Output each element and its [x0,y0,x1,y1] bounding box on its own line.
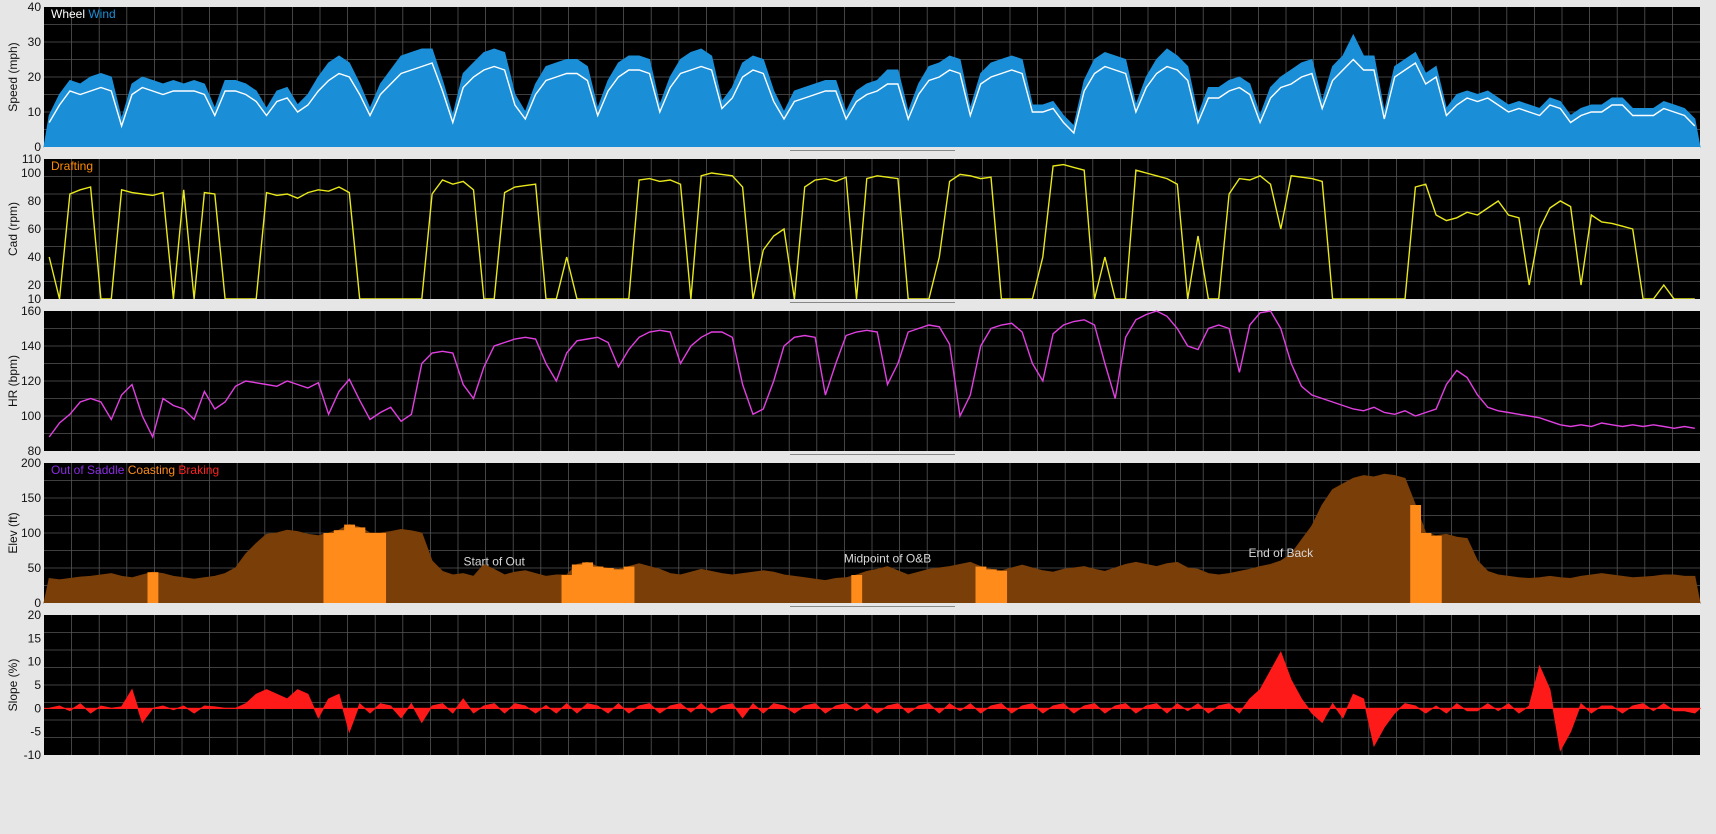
heart-rate-ytick-label: 80 [28,444,42,456]
heart-rate-chart[interactable]: 80 100 120 140 160 HR (bpm) [0,304,1716,458]
speed-ytick-label: 0 [34,140,41,152]
speed-ytick-label: 10 [28,105,42,119]
slope-ytick-label: -10 [24,748,42,760]
elevation-ylabel: Elev (ft) [6,512,20,553]
elevation-ytick-label: 50 [28,561,42,575]
elevation-series-coasting-bar [582,562,594,603]
elevation-annotation: Start of Out [464,554,526,568]
elevation-ytick-label: 150 [21,491,41,505]
speed-legend-item[interactable]: Wheel [51,7,85,21]
cadence-ytick-label: 40 [28,250,42,264]
speed-ytick-label: 30 [28,35,42,49]
elevation-ytick-label: 0 [34,596,41,608]
elevation-ytick-label: 200 [21,456,41,470]
speed-ytick-label: 20 [28,70,42,84]
heart-rate-ytick-label: 120 [21,374,41,388]
elevation-series-coasting-bar [375,533,387,603]
cadence-ytick-label: 110 [22,152,41,166]
elevation-series-coasting-bar [364,533,376,603]
elevation-annotation: End of Back [1248,546,1314,560]
speed-ylabel: Speed (mph) [6,42,20,111]
elevation-series-coasting [147,505,1442,603]
slope-ytick-label: 5 [34,678,41,692]
elevation-series-coasting-bar [996,570,1008,603]
elevation-series-coasting-bar [354,527,366,603]
elevation-series-coasting-bar [1410,505,1422,603]
cadence-ytick-label: 20 [28,278,42,292]
slope-ytick-label: -5 [30,725,41,739]
speed-series-wind [43,33,1701,148]
slope-hgrid [44,632,1700,738]
elevation-series-coasting-bar [561,575,573,603]
heart-rate-hgrid [44,328,1700,434]
elevation-legend-item[interactable]: Braking [175,463,219,477]
speed-series-wheel [48,58,1696,135]
elevation-ytick-label: 100 [21,526,41,540]
cadence-ytick-label: 80 [28,194,42,208]
cadence-legend: Drafting [51,159,93,173]
elevation-series-coasting-bar [1430,535,1442,603]
heart-rate-series-hr [48,310,1695,439]
elevation-series-coasting-bar [571,564,583,603]
slope-panel[interactable]: -10 -5 0 5 10 15 20 Slope (%) [0,608,1716,762]
elevation-series-elev [43,473,1701,604]
elevation-series-coasting-bar [602,568,614,603]
elevation-panel[interactable]: Start of Out Midpoint of O&B End of Back 0 5… [0,456,1716,610]
elevation-series-coasting-bar [1420,533,1432,603]
elevation-chart[interactable]: Start of Out Midpoint of O&B End of Back 0 5… [0,456,1716,610]
cadence-series-cad [48,163,1695,300]
slope-ytick-label: 15 [28,631,42,645]
speed-legend-item[interactable]: Wind [85,7,116,21]
cadence-ytick-label: 10 [28,292,42,304]
slope-chart[interactable]: -10 -5 0 5 10 15 20 Slope (%) [0,608,1716,762]
elevation-series-coasting-bar [147,572,159,603]
cadence-legend-item[interactable]: Drafting [51,159,93,173]
elevation-series-coasting-bar [851,575,863,603]
cadence-hgrid [44,176,1700,282]
speed-chart[interactable]: 0 10 20 30 40 Speed (mph) Wheel Wind [0,0,1716,154]
elevation-annotation: Midpoint of O&B [844,552,931,566]
heart-rate-ylabel: HR (bpm) [6,355,20,407]
slope-ylabel: Slope (%) [6,659,20,712]
elevation-legend: Out of Saddle Coasting Braking [51,463,219,477]
heart-rate-ytick-label: 140 [21,339,41,353]
elevation-series-coasting-bar [344,524,355,603]
elevation-legend-item[interactable]: Coasting [124,463,175,477]
slope-series-slope [43,651,1702,752]
elevation-series-coasting-bar [323,533,335,603]
heart-rate-ytick-label: 100 [21,409,41,423]
elevation-series-coasting-bar [975,566,987,603]
slope-ytick-label: 0 [34,701,41,715]
elevation-series-coasting-bar [613,569,625,603]
cadence-ytick-label: 100 [21,166,41,180]
elevation-series-coasting-bar [592,566,604,603]
speed-legend: Wheel Wind [51,7,116,21]
elevation-series-coasting-bar [985,569,997,603]
elevation-series-coasting-bar [623,566,635,603]
slope-ytick-label: 20 [28,608,42,622]
cadence-ylabel: Cad (rpm) [6,202,20,256]
elevation-legend-item[interactable]: Out of Saddle [51,463,125,477]
heart-rate-ytick-label: 160 [21,304,41,318]
speed-panel[interactable]: 0 10 20 30 40 Speed (mph) Wheel Wind [0,0,1716,154]
heart-rate-panel[interactable]: 80 100 120 140 160 HR (bpm) [0,304,1716,458]
cadence-ytick-label: 60 [28,222,42,236]
slope-ytick-label: 10 [28,655,42,669]
speed-ytick-label: 40 [28,0,42,14]
elevation-series-coasting-bar [333,530,345,603]
cadence-panel[interactable]: 10 20 40 60 80 100 110 Cad (rpm) Drafting [0,152,1716,306]
